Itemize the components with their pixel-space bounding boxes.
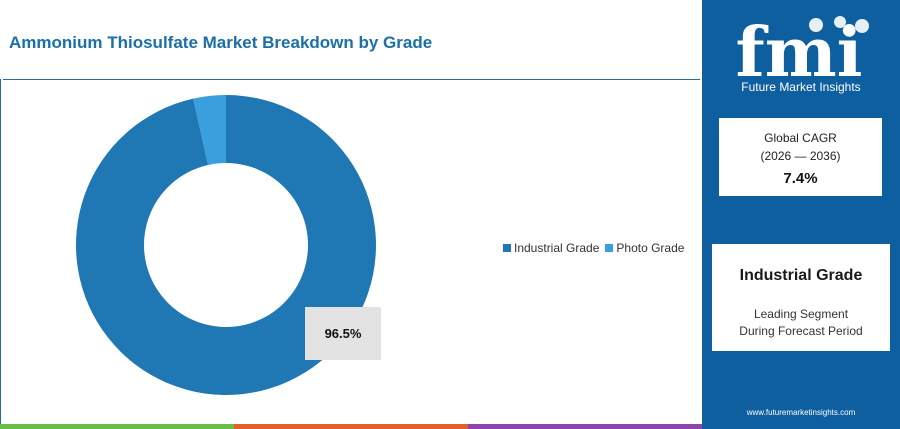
donut-slice-photo-grade <box>193 95 226 165</box>
legend-item-industrial: Industrial Grade <box>503 241 599 255</box>
cagr-label: Global CAGR <box>764 131 837 145</box>
legend-item-photo: Photo Grade <box>605 241 684 255</box>
cagr-card: Global CAGR (2026 — 2036) 7.4% <box>719 118 882 196</box>
chart-panel: Ammonium Thiosulfate Market Breakdown by… <box>0 33 700 424</box>
accent-segment <box>468 424 702 429</box>
fmi-logo: fmi <box>735 13 869 93</box>
title-divider <box>3 79 700 80</box>
legend-swatch <box>503 244 511 252</box>
legend: Industrial Grade Photo Grade <box>503 241 690 255</box>
segment-caption-1: Leading Segment <box>753 307 849 321</box>
brand-tagline: Future Market Insights <box>741 80 861 94</box>
cagr-value: 7.4% <box>783 170 818 187</box>
panel-border <box>0 79 1 424</box>
page-title: Ammonium Thiosulfate Market Breakdown by… <box>9 33 433 52</box>
donut-slice-industrial-grade <box>76 95 377 395</box>
accent-segment <box>234 424 468 429</box>
segment-caption-2: During Forecast Period <box>739 324 863 338</box>
donut-chart <box>76 95 377 395</box>
bottom-accent-bar <box>0 424 900 429</box>
leading-segment-card: Industrial Grade Leading Segment During … <box>712 244 890 351</box>
data-label-text: 96.5% <box>324 326 362 341</box>
cagr-period: (2026 — 2036) <box>760 149 841 163</box>
website-link[interactable]: www.futuremarketinsights.com <box>746 408 856 417</box>
segment-name: Industrial Grade <box>739 267 863 284</box>
legend-label: Industrial Grade <box>514 241 600 255</box>
data-label-industrial: 96.5% <box>305 307 381 360</box>
legend-swatch <box>605 244 614 252</box>
accent-segment <box>0 424 234 429</box>
legend-label: Photo Grade <box>616 241 685 255</box>
sidebar: fmi Future Market Insights Global CAGR (… <box>702 0 900 424</box>
accent-segment <box>702 424 900 429</box>
